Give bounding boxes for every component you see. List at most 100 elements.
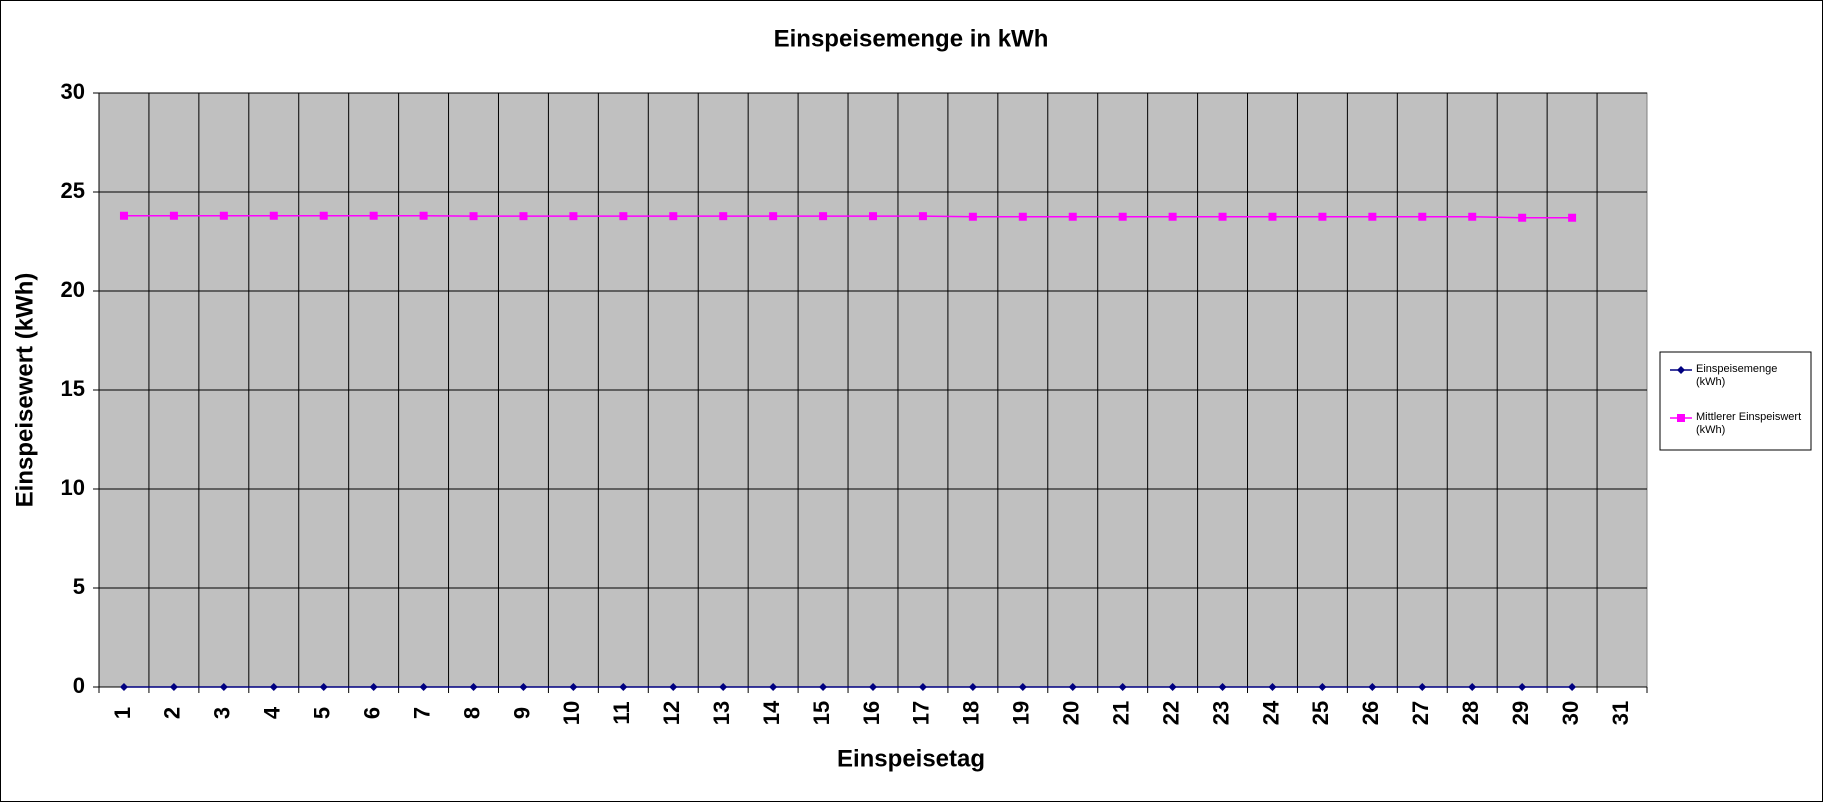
- x-tick-label: 21: [1108, 701, 1133, 725]
- data-point: [1268, 212, 1277, 221]
- data-point: [918, 212, 927, 221]
- data-point: [669, 683, 678, 691]
- x-tick-label: 1: [110, 707, 135, 719]
- x-tick-label: 19: [1009, 701, 1034, 725]
- x-tick-label: 27: [1408, 701, 1433, 725]
- x-tick-label: 11: [609, 701, 634, 724]
- x-tick-label: 31: [1608, 701, 1633, 725]
- x-tick-label: 16: [859, 701, 884, 725]
- data-point: [169, 211, 178, 220]
- data-point: [369, 683, 378, 691]
- x-tick-label: 29: [1508, 701, 1533, 725]
- data-point: [869, 212, 877, 221]
- data-point: [1268, 683, 1277, 691]
- data-point: [1018, 212, 1027, 221]
- data-point: [519, 212, 528, 221]
- data-point: [1318, 212, 1327, 221]
- data-point: [1468, 212, 1477, 221]
- data-point: [119, 683, 128, 691]
- data-point: [1368, 683, 1377, 691]
- x-tick-label: 28: [1458, 701, 1483, 725]
- x-tick-label: 30: [1558, 701, 1583, 725]
- data-point: [1368, 212, 1377, 221]
- x-tick-label: 3: [210, 707, 235, 719]
- data-point: [1568, 213, 1577, 222]
- data-point: [369, 211, 378, 220]
- data-point: [1168, 683, 1177, 691]
- legend: [1659, 351, 1812, 451]
- data-point: [219, 683, 228, 691]
- data-point: [1418, 212, 1427, 221]
- x-tick-label: 10: [559, 701, 584, 725]
- x-tick-label: 2: [160, 707, 185, 719]
- legend-entry: Einspeisemenge (kWh): [1696, 363, 1777, 388]
- y-tick-label: 20: [61, 277, 85, 302]
- x-tick-label: 7: [409, 707, 434, 719]
- x-tick-label: 12: [659, 701, 684, 725]
- y-tick-label: 15: [61, 376, 85, 401]
- data-point: [669, 212, 678, 221]
- data-point: [519, 683, 528, 691]
- y-tick-label: 30: [61, 79, 85, 104]
- data-point: [1218, 683, 1227, 691]
- x-tick-label: 9: [509, 707, 534, 719]
- x-tick-label: 13: [709, 701, 734, 725]
- x-tick-label: 24: [1258, 700, 1283, 725]
- x-tick-label: 15: [809, 701, 834, 725]
- data-point: [918, 683, 927, 691]
- data-point: [219, 211, 228, 220]
- data-point: [1068, 212, 1077, 221]
- data-point: [1418, 683, 1427, 691]
- data-point: [619, 212, 628, 221]
- y-tick-label: 5: [73, 574, 85, 599]
- data-point: [119, 211, 128, 220]
- data-point: [319, 683, 328, 691]
- data-point: [1318, 683, 1327, 691]
- data-point: [1118, 683, 1127, 691]
- legend-entry: Mittlerer Einspeiswert (kWh): [1696, 411, 1801, 436]
- data-point: [819, 683, 828, 691]
- y-axis-title: Einspeisewert (kWh): [11, 273, 38, 508]
- x-tick-label: 22: [1158, 701, 1183, 725]
- x-tick-label: 4: [260, 706, 285, 719]
- data-point: [269, 683, 278, 691]
- data-point: [869, 683, 877, 691]
- data-point: [769, 683, 778, 691]
- data-point: [719, 212, 728, 221]
- data-point: [1468, 683, 1477, 691]
- data-point: [719, 683, 728, 691]
- x-tick-label: 26: [1358, 701, 1383, 725]
- data-point: [819, 212, 828, 221]
- data-point: [769, 212, 778, 221]
- x-axis-title: Einspeisetag: [837, 745, 985, 772]
- x-tick-label: 8: [459, 707, 484, 719]
- y-tick-label: 10: [61, 475, 85, 500]
- x-tick-label: 25: [1308, 701, 1333, 725]
- data-point: [469, 212, 478, 221]
- data-point: [1168, 212, 1177, 221]
- x-tick-label: 17: [909, 701, 934, 725]
- data-point: [419, 211, 428, 220]
- chart-title: Einspeisemenge in kWh: [774, 25, 1049, 52]
- data-point: [469, 683, 478, 691]
- data-point: [619, 683, 628, 691]
- data-point: [269, 211, 278, 220]
- x-tick-label: 20: [1059, 701, 1084, 725]
- x-tick-label: 18: [959, 701, 984, 725]
- data-point: [569, 683, 578, 691]
- data-point: [1218, 212, 1227, 221]
- series-line: [123, 215, 1573, 219]
- x-tick-label: 23: [1208, 701, 1233, 725]
- data-point: [169, 683, 178, 691]
- x-tick-label: 6: [359, 707, 384, 719]
- data-point: [968, 212, 977, 221]
- data-point: [419, 683, 428, 691]
- data-point: [319, 211, 328, 220]
- data-point: [1018, 683, 1027, 691]
- legend-marker: [1677, 414, 1685, 422]
- data-point: [1568, 683, 1577, 691]
- data-point: [1518, 213, 1527, 222]
- data-point: [1068, 683, 1077, 691]
- data-point: [968, 683, 977, 691]
